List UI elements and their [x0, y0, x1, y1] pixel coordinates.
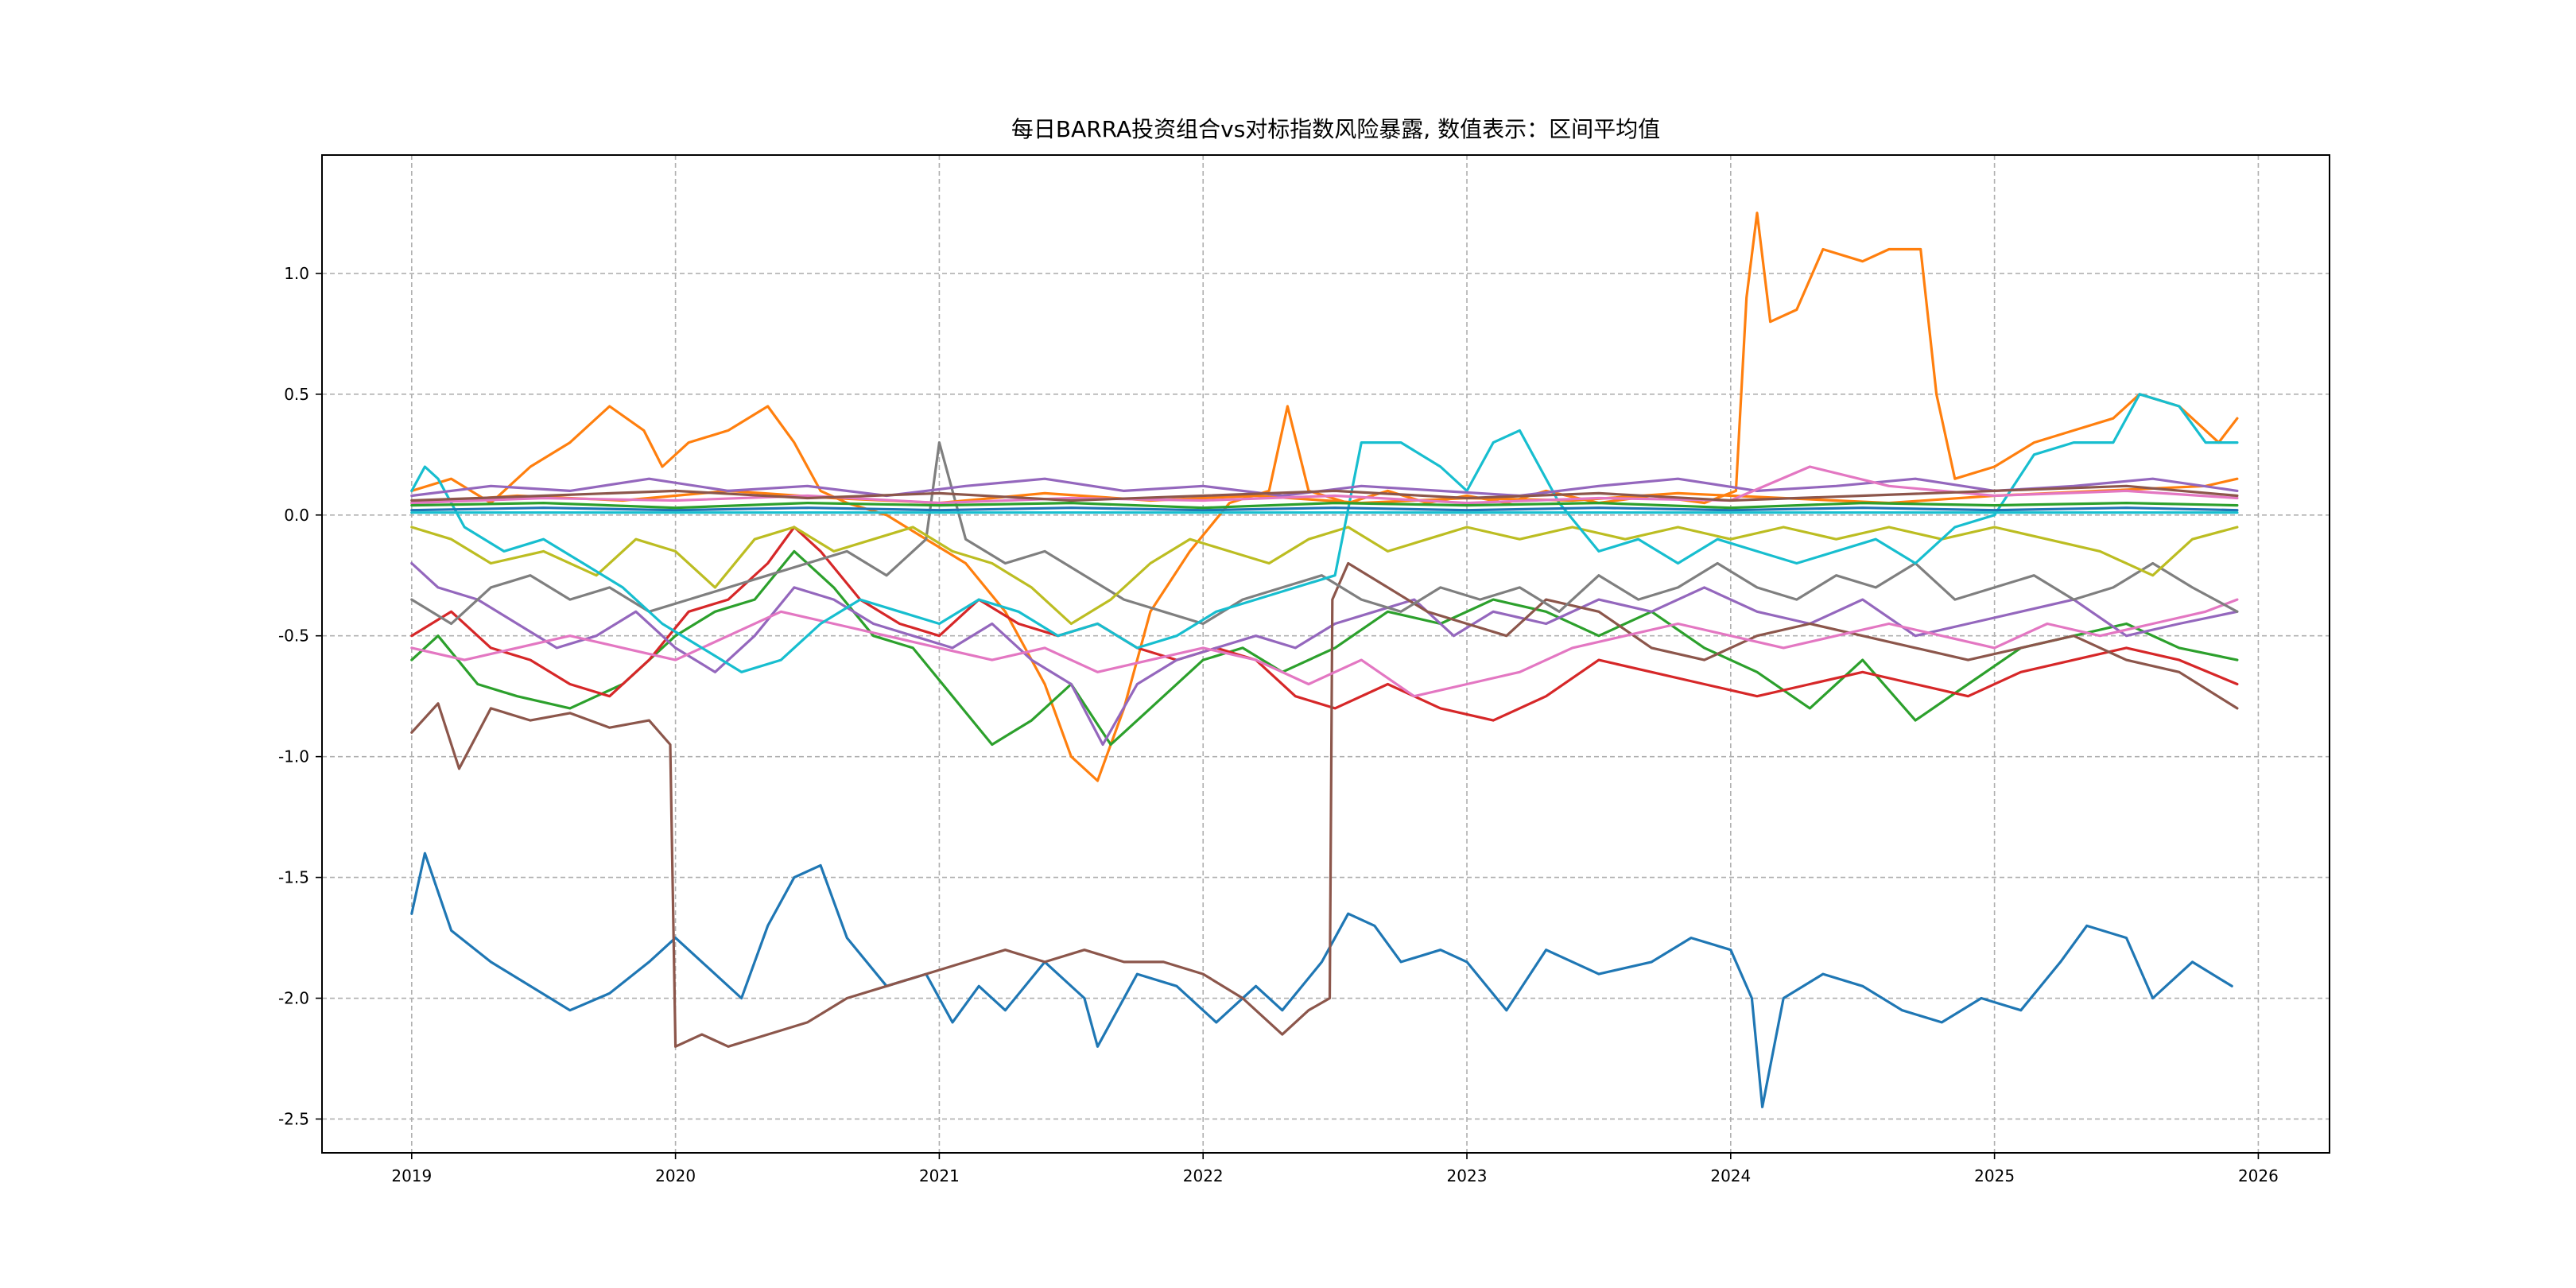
y-tick-label: -0.5	[278, 627, 309, 646]
x-tick-label: 2020	[655, 1166, 696, 1185]
y-tick-label: 1.0	[284, 264, 309, 283]
chart-title: 每日BARRA投资组合vs对标指数风险暴露, 数值表示：区间平均值	[1011, 116, 1660, 142]
series-line-3	[410, 549, 2239, 747]
x-tick-label: 2026	[2238, 1166, 2279, 1185]
x-tick-label: 2023	[1447, 1166, 1488, 1185]
series-line-14	[410, 465, 2239, 505]
y-axis: 1.0 0.5 0.0 -0.5 -1.0 -1.5 -2.0 -2.5	[278, 264, 322, 1128]
series-line-9	[410, 526, 2239, 626]
series-line-1	[410, 852, 2233, 1108]
x-tick-label: 2019	[391, 1166, 432, 1185]
y-tick-label: -2.5	[278, 1109, 309, 1128]
y-tick-label: -1.0	[278, 747, 309, 766]
y-tick-label: 0.5	[284, 385, 309, 404]
y-tick-label: 0.0	[284, 506, 309, 525]
y-tick-label: -2.0	[278, 989, 309, 1008]
y-tick-label: -1.5	[278, 868, 309, 887]
x-axis: 2019 2020 2021 2022 2023 2024 2025 2026	[391, 1153, 2279, 1185]
series-line-15	[410, 484, 2239, 502]
series-line-10	[410, 393, 2239, 673]
series-line-11	[410, 506, 2239, 512]
series-line-8	[410, 440, 2239, 626]
x-tick-label: 2025	[1974, 1166, 2015, 1185]
series-line-16	[410, 501, 2239, 510]
x-tick-label: 2024	[1710, 1166, 1751, 1185]
series-line-6	[410, 561, 2239, 1048]
series-line-5	[410, 561, 2239, 747]
series-line-7	[410, 598, 2239, 698]
series-lines	[410, 211, 2239, 1108]
x-tick-label: 2022	[1183, 1166, 1224, 1185]
x-tick-label: 2021	[919, 1166, 960, 1185]
plot-area-frame	[321, 154, 2330, 1154]
